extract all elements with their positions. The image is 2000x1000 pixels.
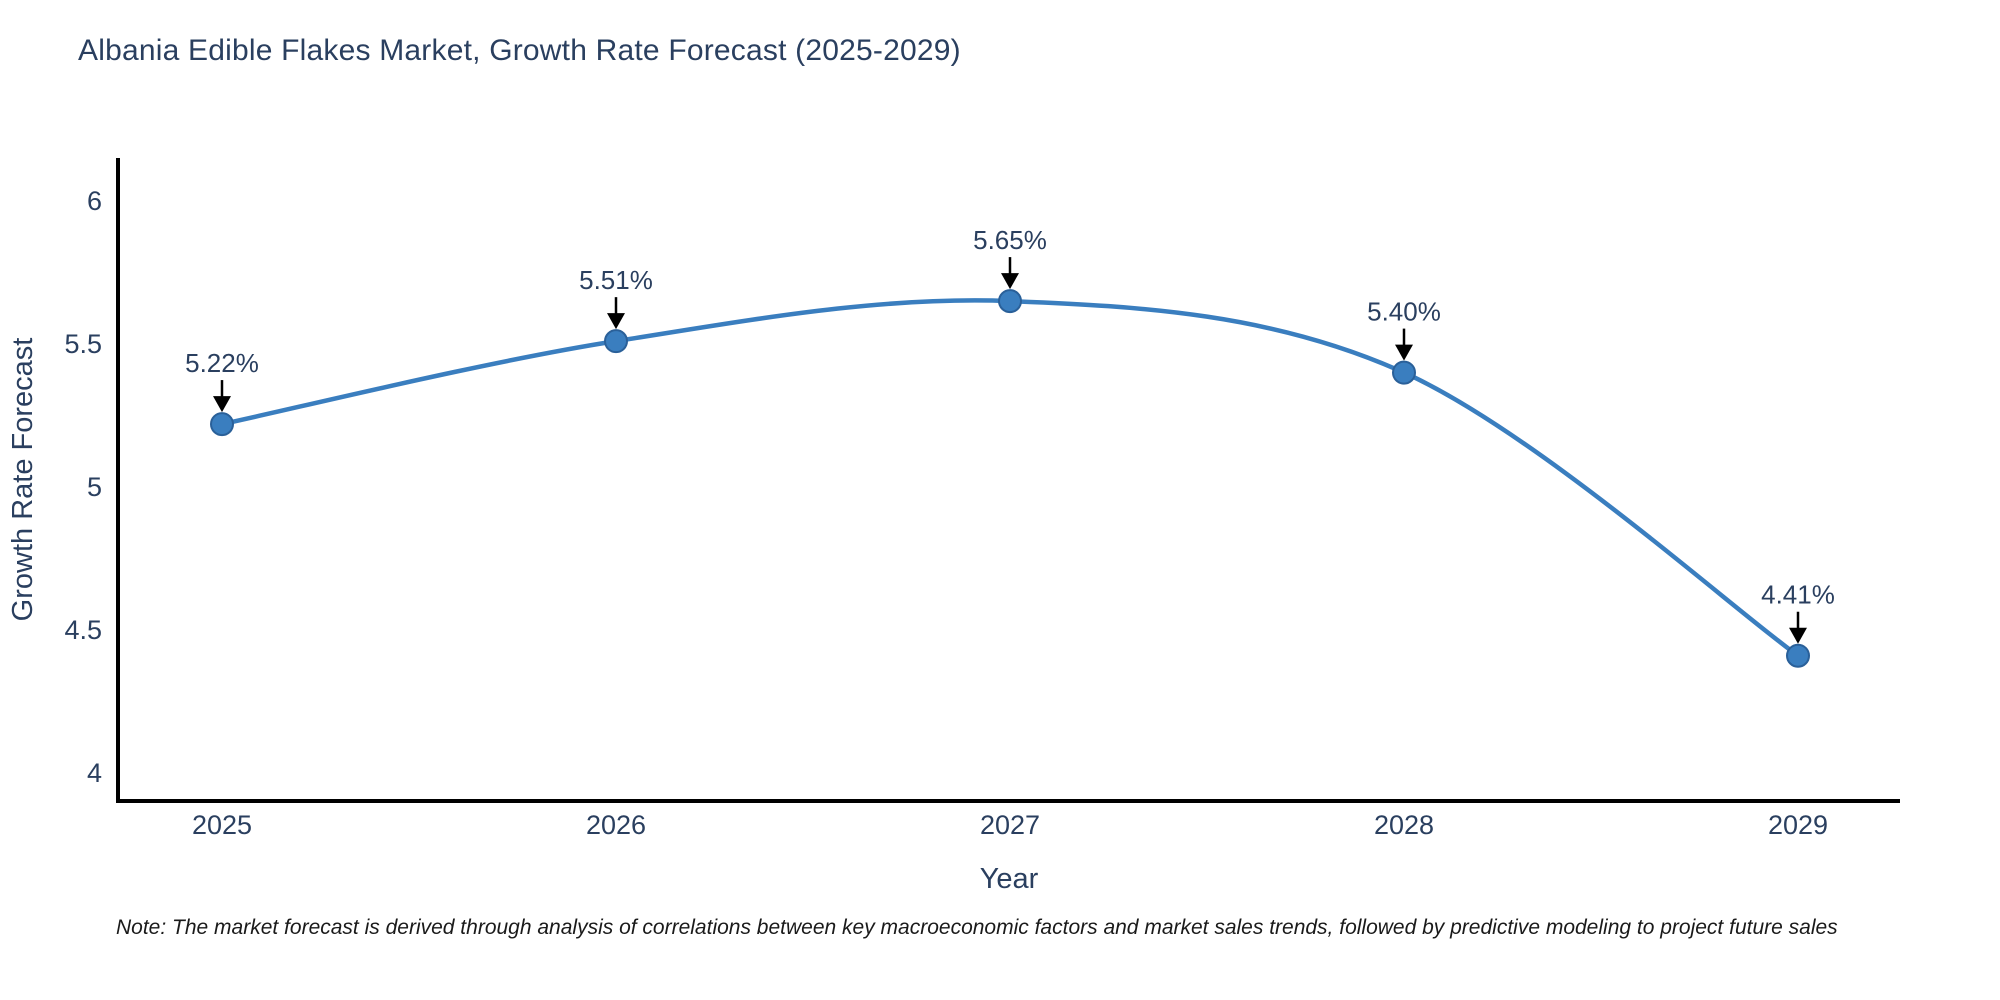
y-axis-title: Growth Rate Forecast [7,338,39,622]
annotation-arrowhead [213,396,231,413]
data-point-2025[interactable] [210,412,234,437]
x-axis-title: Year [980,863,1039,895]
y-tick-label: 5.5 [64,329,102,359]
annotation-arrowhead [607,313,625,330]
annotation-arrowhead [1395,344,1413,361]
data-point-2029[interactable] [1786,643,1810,668]
y-tick-label: 5 [87,472,102,502]
annotation-label-2027: 5.65% [973,225,1047,255]
data-point-2026[interactable] [604,329,628,354]
y-tick-label: 4.5 [64,615,102,645]
annotation-label-2028: 5.40% [1367,297,1441,327]
y-tick-label: 6 [87,186,102,216]
x-tick-label: 2027 [980,810,1040,840]
x-tick-label: 2029 [1768,810,1828,840]
x-tick-label: 2028 [1374,810,1434,840]
x-tick-label: 2025 [192,810,252,840]
annotation-label-2026: 5.51% [579,265,653,295]
axis-lines [116,158,1900,803]
annotation-label-2025: 5.22% [185,348,259,378]
annotation-arrowhead [1001,273,1019,290]
y-tick-label: 4 [87,758,102,788]
forecast-line [219,298,1801,658]
data-point-2028[interactable] [1392,360,1416,385]
footnote: Note: The market forecast is derived thr… [116,916,1838,939]
chart-title: Albania Edible Flakes Market, Growth Rat… [78,34,961,67]
annotation-label-2029: 4.41% [1761,580,1835,610]
x-tick-label: 2026 [586,810,646,840]
annotation-arrowhead [1789,627,1807,644]
data-point-2027[interactable] [998,289,1022,314]
